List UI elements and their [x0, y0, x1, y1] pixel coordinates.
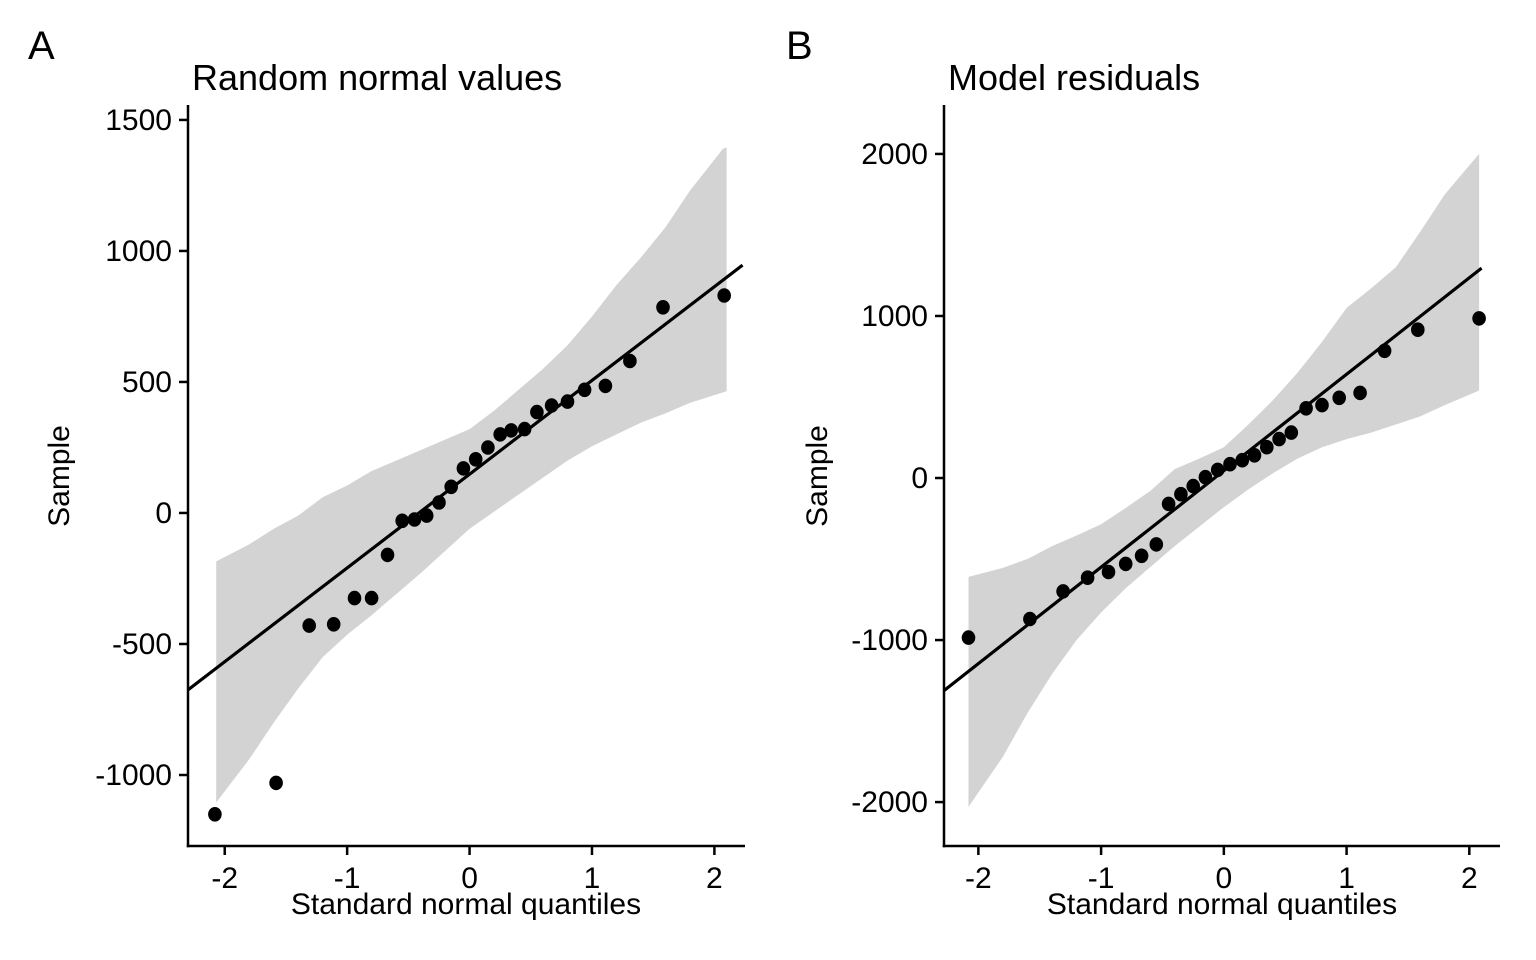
- data-point: [481, 440, 495, 455]
- data-point: [1134, 548, 1149, 564]
- panel-a-y-axis-label: Sample: [43, 425, 76, 527]
- data-point: [444, 479, 459, 495]
- data-point: [1174, 486, 1188, 502]
- x-tick-label: -2: [965, 862, 992, 895]
- data-point: [1332, 390, 1346, 406]
- panel-b-title: Model residuals: [948, 57, 1201, 98]
- y-tick-label: 0: [155, 497, 172, 530]
- data-point: [560, 394, 575, 409]
- data-point: [1315, 397, 1329, 413]
- data-point: [504, 423, 518, 438]
- y-tick-label: 1000: [105, 235, 172, 268]
- qq-line: [943, 266, 1483, 692]
- y-tick-label: 500: [122, 366, 172, 399]
- y-tick-label: -500: [112, 628, 172, 661]
- x-tick-label: 0: [1215, 862, 1232, 895]
- data-point: [407, 512, 422, 527]
- y-tick-label: -1000: [851, 624, 928, 657]
- data-point: [1210, 462, 1225, 478]
- x-tick-label: 2: [1461, 862, 1478, 895]
- data-point: [1080, 570, 1095, 585]
- data-point: [1284, 425, 1299, 440]
- data-point: [1118, 556, 1133, 572]
- data-point: [1186, 478, 1200, 494]
- y-tick-label: 0: [911, 462, 928, 495]
- panel-b-x-axis-label: Standard normal quantiles: [1046, 888, 1398, 921]
- data-point: [432, 495, 446, 510]
- x-tick-label: -1: [1088, 862, 1115, 895]
- data-point: [380, 547, 395, 563]
- data-point: [1411, 322, 1425, 338]
- data-point: [577, 382, 592, 398]
- data-point: [326, 617, 341, 632]
- y-tick-label: 1000: [861, 300, 928, 333]
- panel-a-title: Random normal values: [192, 57, 563, 98]
- x-tick-label: 1: [584, 862, 601, 895]
- data-point: [1260, 439, 1274, 455]
- data-point: [1353, 385, 1367, 401]
- data-point: [395, 513, 410, 529]
- y-tick-label: -1000: [95, 759, 172, 792]
- data-point: [961, 630, 976, 645]
- data-point: [493, 427, 508, 442]
- x-tick-label: 0: [461, 862, 478, 895]
- data-point: [656, 300, 670, 315]
- x-tick-label: 2: [706, 862, 723, 895]
- confidence-band: [216, 147, 727, 803]
- x-tick-label: 1: [1338, 862, 1355, 895]
- data-point: [347, 590, 362, 606]
- data-point: [1472, 311, 1486, 326]
- x-tick-label: -1: [334, 862, 361, 895]
- data-point: [623, 353, 637, 369]
- data-point: [1377, 343, 1392, 359]
- data-point: [419, 508, 434, 523]
- panel-a-tag: A: [28, 24, 55, 68]
- data-point: [1235, 452, 1250, 468]
- data-point: [1161, 496, 1176, 512]
- x-tick-label: -2: [211, 862, 238, 895]
- data-point: [1247, 448, 1262, 463]
- data-point: [1223, 456, 1237, 472]
- data-point: [1299, 401, 1313, 416]
- data-point: [598, 378, 613, 394]
- data-point: [544, 398, 559, 413]
- data-point: [269, 775, 283, 791]
- data-point: [1272, 431, 1286, 447]
- qq-line: [187, 263, 744, 692]
- panel-b-tag: B: [786, 24, 813, 68]
- data-point: [1056, 584, 1070, 599]
- data-point: [1198, 469, 1213, 485]
- data-point: [1101, 564, 1116, 580]
- data-point: [208, 807, 222, 822]
- data-point: [364, 590, 379, 606]
- confidence-band: [968, 153, 1480, 807]
- y-tick-label: -2000: [851, 786, 928, 819]
- data-point: [530, 404, 544, 420]
- data-point: [517, 421, 532, 437]
- panel-a-x-axis-label: Standard normal quantiles: [290, 888, 642, 921]
- data-point: [717, 288, 731, 303]
- data-point: [468, 452, 483, 467]
- y-tick-label: 2000: [861, 138, 928, 171]
- panel-b-y-axis-label: Sample: [801, 425, 834, 527]
- y-tick-label: 1500: [105, 104, 172, 137]
- data-point: [1149, 537, 1164, 552]
- data-point: [456, 461, 471, 476]
- data-point: [302, 618, 317, 633]
- data-point: [1023, 611, 1037, 627]
